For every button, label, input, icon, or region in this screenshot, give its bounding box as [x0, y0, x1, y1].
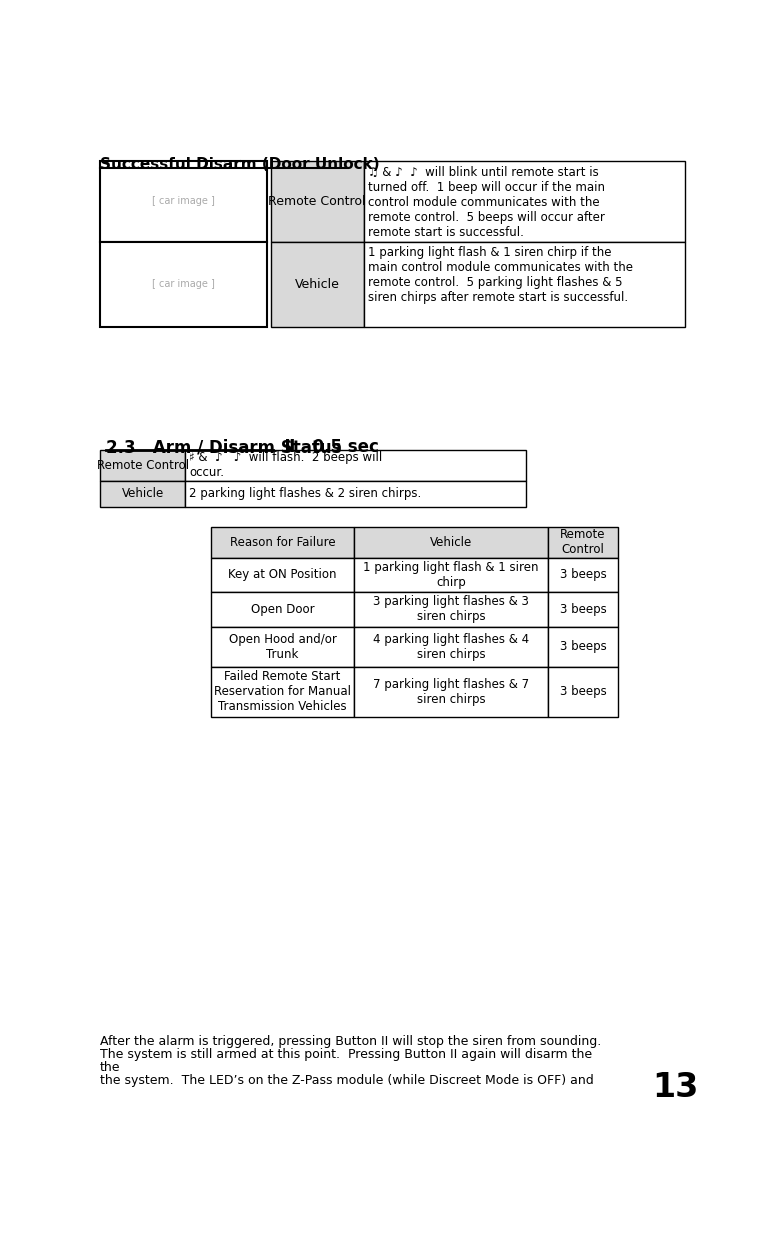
Text: ♯ &  ♪   ♪  will flash.  2 beeps will
occur.: ♯ & ♪ ♪ will flash. 2 beeps will occur.	[189, 451, 383, 479]
Text: 4 parking light flashes & 4
siren chirps: 4 parking light flashes & 4 siren chirps	[373, 632, 529, 661]
Text: 2 parking light flashes & 2 siren chirps.: 2 parking light flashes & 2 siren chirps…	[189, 488, 421, 500]
Text: [ car image ]: [ car image ]	[152, 279, 215, 289]
Bar	[211, 626, 354, 667]
Text: Successful Disarm (Door Unlock): Successful Disarm (Door Unlock)	[100, 157, 380, 172]
Bar	[211, 527, 354, 558]
Bar	[186, 449, 527, 481]
Text: 3 beeps: 3 beeps	[560, 568, 606, 581]
Bar	[548, 626, 618, 667]
Text: the system.  The LED’s on the Z-Pass module (while Discreet Mode is OFF) and: the system. The LED’s on the Z-Pass modu…	[100, 1074, 594, 1087]
Bar	[211, 667, 354, 717]
Bar	[548, 667, 618, 717]
Text: 7 parking light flashes & 7
siren chirps: 7 parking light flashes & 7 siren chirps	[373, 677, 529, 706]
Bar	[100, 449, 186, 481]
Text: Vehicle: Vehicle	[122, 488, 164, 500]
Text: 2.3   Arm / Disarm Status: 2.3 Arm / Disarm Status	[105, 438, 341, 456]
Bar	[270, 242, 363, 326]
Bar	[354, 593, 548, 626]
Bar	[354, 527, 548, 558]
Bar	[363, 242, 685, 326]
Bar	[548, 593, 618, 626]
Text: 13: 13	[653, 1071, 699, 1104]
Text: After the alarm is triggered, pressing Button II will stop the siren from soundi: After the alarm is triggered, pressing B…	[100, 1035, 601, 1048]
Text: 1 parking light flash & 1 siren chirp if the
main control module communicates wi: 1 parking light flash & 1 siren chirp if…	[367, 247, 632, 305]
Text: 1 parking light flash & 1 siren
chirp: 1 parking light flash & 1 siren chirp	[363, 560, 539, 589]
Text: Vehicle: Vehicle	[430, 535, 472, 549]
Bar	[548, 527, 618, 558]
Bar	[354, 626, 548, 667]
Text: the: the	[100, 1061, 121, 1074]
Text: Remote Control: Remote Control	[269, 195, 366, 208]
Text: Open Hood and/or
Trunk: Open Hood and/or Trunk	[229, 632, 336, 661]
Text: 3 parking light flashes & 3
siren chirps: 3 parking light flashes & 3 siren chirps	[373, 595, 529, 624]
Bar	[354, 558, 548, 593]
Bar	[100, 481, 186, 508]
Bar	[100, 242, 266, 326]
Bar	[548, 558, 618, 593]
Text: Ⅱ   0.5 sec: Ⅱ 0.5 sec	[273, 438, 379, 456]
Text: Failed Remote Start
Reservation for Manual
Transmission Vehicles: Failed Remote Start Reservation for Manu…	[214, 670, 351, 713]
Bar	[186, 481, 527, 508]
Text: Key at ON Position: Key at ON Position	[229, 568, 337, 581]
Text: ♫ & ♪  ♪  will blink until remote start is
turned off.  1 beep will occur if the: ♫ & ♪ ♪ will blink until remote start is…	[367, 166, 604, 239]
Text: The system is still armed at this point.  Pressing Button II again will disarm t: The system is still armed at this point.…	[100, 1048, 592, 1061]
Text: Open Door: Open Door	[251, 603, 314, 616]
Bar	[363, 161, 685, 242]
Text: 3 beeps: 3 beeps	[560, 640, 606, 654]
Text: Reason for Failure: Reason for Failure	[229, 535, 336, 549]
Text: Vehicle: Vehicle	[295, 278, 340, 290]
Bar	[100, 161, 266, 242]
Text: 3 beeps: 3 beeps	[560, 685, 606, 698]
Text: Remote Control: Remote Control	[97, 458, 189, 472]
Text: [ car image ]: [ car image ]	[152, 197, 215, 207]
Bar	[211, 558, 354, 593]
Bar	[270, 161, 363, 242]
Bar	[354, 667, 548, 717]
Text: 3 beeps: 3 beeps	[560, 603, 606, 616]
Text: Remote
Control: Remote Control	[561, 528, 606, 557]
Bar	[211, 593, 354, 626]
